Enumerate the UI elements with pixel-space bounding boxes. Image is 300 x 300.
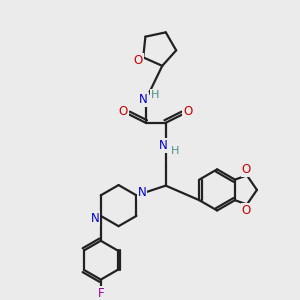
Text: O: O	[134, 54, 143, 67]
Text: N: N	[138, 186, 146, 199]
Text: F: F	[98, 287, 104, 300]
Text: O: O	[242, 204, 251, 217]
Text: N: N	[139, 93, 148, 106]
Text: O: O	[119, 105, 128, 118]
Text: N: N	[159, 139, 168, 152]
Text: N: N	[91, 212, 99, 225]
Text: O: O	[242, 163, 251, 176]
Text: H: H	[171, 146, 179, 156]
Text: O: O	[183, 105, 193, 118]
Text: H: H	[151, 90, 159, 100]
